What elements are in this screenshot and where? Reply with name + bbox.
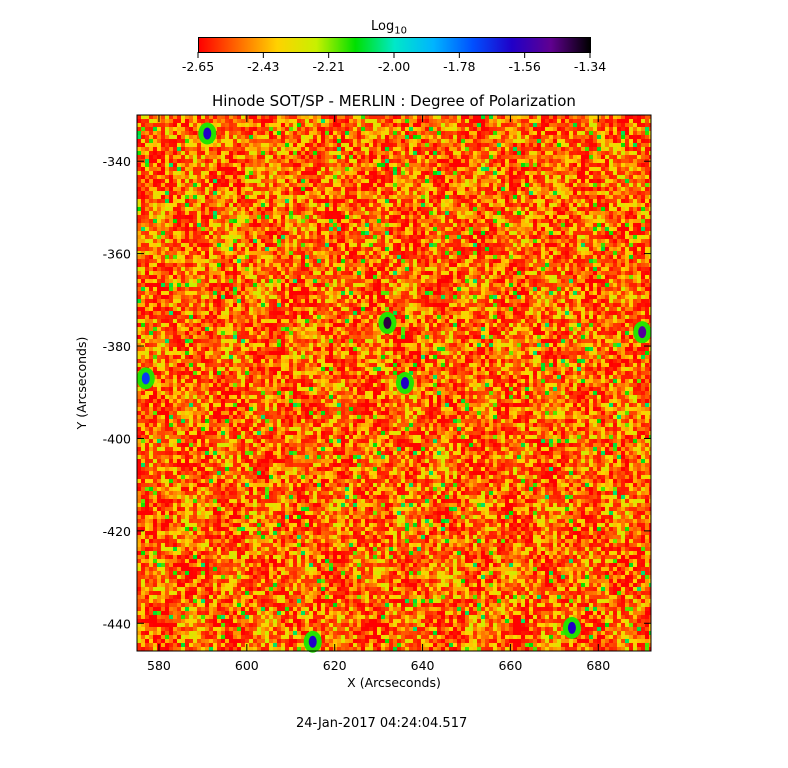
- y-tick-label: -360: [103, 247, 131, 262]
- polarization-patch: [568, 622, 576, 634]
- x-tick-label: 580: [147, 658, 171, 673]
- polarization-patch: [638, 326, 646, 338]
- y-tick-label: -420: [103, 524, 131, 539]
- heatmap-cells: [137, 115, 651, 651]
- y-axis-label: Y (Arcseconds): [74, 337, 89, 431]
- y-tick-label: -400: [103, 431, 131, 446]
- x-tick-label: 680: [586, 658, 610, 673]
- x-tick-label: 640: [411, 658, 435, 673]
- y-tick-label: -340: [103, 154, 131, 169]
- y-tick-label: -440: [103, 616, 131, 631]
- x-tick-label: 620: [323, 658, 347, 673]
- timestamp: 24-Jan-2017 04:24:04.517: [296, 716, 467, 731]
- x-tick-label: 660: [498, 658, 522, 673]
- polarization-patch: [401, 377, 409, 389]
- polarization-patch: [383, 317, 391, 329]
- polarization-patch: [309, 636, 317, 648]
- polarization-patch: [142, 372, 150, 384]
- x-tick-label: 600: [235, 658, 259, 673]
- x-axis-label: X (Arcseconds): [347, 675, 441, 690]
- polarization-patch: [203, 127, 211, 139]
- y-tick-label: -380: [103, 339, 131, 354]
